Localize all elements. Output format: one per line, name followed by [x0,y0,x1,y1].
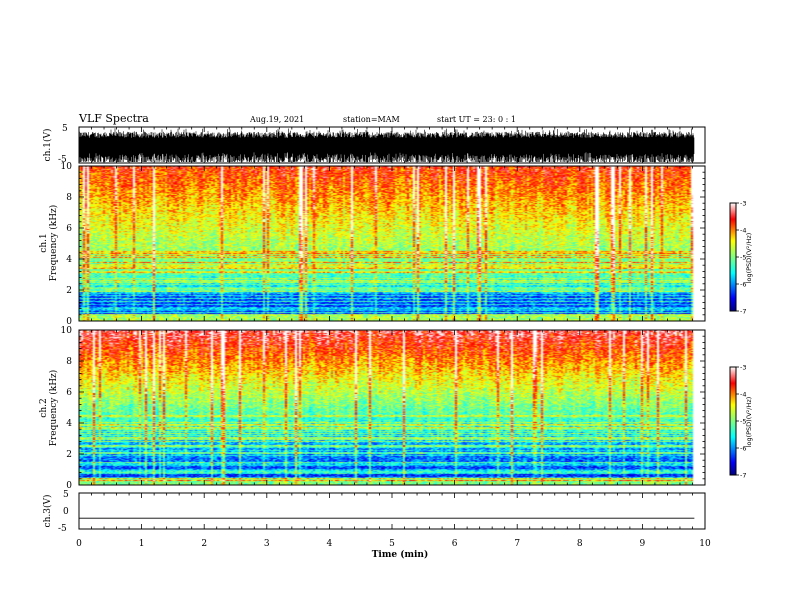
ch2-colorbar-tick-label: -6 [740,445,746,453]
ch1-colorbar-label: log(PSD)(V²/Hz) [745,233,753,284]
ch1-ylabel-channel: ch.1 [39,233,49,252]
ch1-ytick-neg5: -5 [58,155,67,165]
ch1-spectrogram-panel: 0 2 4 6 8 10 ch.1 Frequency (kHz) [39,162,706,327]
ch3-ylabel: ch.3(V) [42,495,53,528]
ch1-colorbar-tick-label: -7 [740,308,746,316]
ch1-colorbar-tick-label: -3 [740,200,746,208]
ch2-spec-ytick-label: 2 [66,450,72,460]
ch2-colorbar-gradient [730,367,736,475]
ch2-colorbar-tick-label: -5 [740,418,746,426]
x-tick-label: 9 [640,539,646,549]
ch2-spec-ytick-label: 4 [66,419,72,429]
ch1-waveform-panel: 5 -5 ch.1(V) [42,124,706,165]
x-tick-label: 2 [201,539,207,549]
ch1-colorbar-tick-label: -6 [740,281,746,289]
ch3-waveform-panel: 5 0 -5 ch.3(V) [42,490,706,534]
ch2-colorbar-tick-label: -3 [740,364,746,372]
ch3-waveform-bg [79,493,705,529]
x-tick-label: 7 [514,539,520,549]
ch2-ylabel-channel: ch.2 [39,398,49,417]
ch1-spec-ytick-label: 10 [61,162,73,172]
ch2-colorbar-label: log(PSD)(V²/Hz) [745,397,753,448]
x-tick-label: 4 [327,539,333,549]
figure-start-time: start UT = 23: 0 : 1 [437,115,516,124]
ch2-colorbar-tick-label: -4 [740,391,746,399]
ch1-colorbar: -3 -4 -5 -6 -7 log(PSD)(V²/Hz) [729,200,753,316]
ch1-ylabel-frequency: Frequency (kHz) [48,205,59,282]
ch2-spectrogram-panel: 0 2 4 6 8 10 ch.2 Frequency (kHz) [39,326,706,491]
ch3-ytick-neg5: -5 [58,524,67,534]
x-axis-tick-labels: 0 1 2 3 4 5 6 7 8 9 10 [76,539,711,549]
ch1-colorbar-tick-label: -4 [740,227,746,235]
x-axis-label: Time (min) [372,549,429,560]
x-tick-label: 6 [452,539,458,549]
ch1-spec-ytick-label: 2 [66,286,72,296]
ch2-spec-ytick-label: 8 [66,357,72,367]
figure-title: VLF Spectra [78,112,149,125]
ch2-spectrogram-image [79,330,705,485]
x-axis-ticks [78,127,706,529]
ch2-colorbar-tick-label: -7 [740,472,746,480]
ch1-colorbar-tick-label: -5 [740,254,746,262]
ch2-spec-ytick-label: 0 [66,481,72,491]
ch1-ytick-5: 5 [62,124,68,134]
x-tick-label: 5 [389,539,395,549]
figure-date: Aug.19, 2021 [249,115,304,124]
ch2-colorbar: -3 -4 -5 -6 -7 log(PSD)(V²/Hz) [729,364,753,480]
ch1-colorbar-gradient [730,203,736,311]
ch3-ytick-5: 5 [63,490,69,500]
ch1-spec-ytick-label: 4 [66,255,72,265]
ch2-ylabel-frequency: Frequency (kHz) [48,370,59,447]
ch3-ytick-0: 0 [63,507,69,517]
ch2-spec-ytick-label: 10 [61,326,73,336]
x-tick-label: 8 [577,539,583,549]
ch1-spec-ytick-label: 0 [66,317,72,327]
ch1-spec-ytick-label: 6 [66,224,72,234]
ch2-spec-ytick-label: 6 [66,388,72,398]
ch1-ylabel: ch.1(V) [42,129,53,162]
x-tick-label: 1 [139,539,145,549]
x-tick-label: 0 [76,539,82,549]
ch1-spec-ytick-label: 8 [66,193,72,203]
x-tick-label: 3 [264,539,270,549]
ch1-spectrogram-image [79,166,705,321]
figure-station: station=MAM [343,115,400,124]
x-tick-label: 10 [699,539,711,549]
